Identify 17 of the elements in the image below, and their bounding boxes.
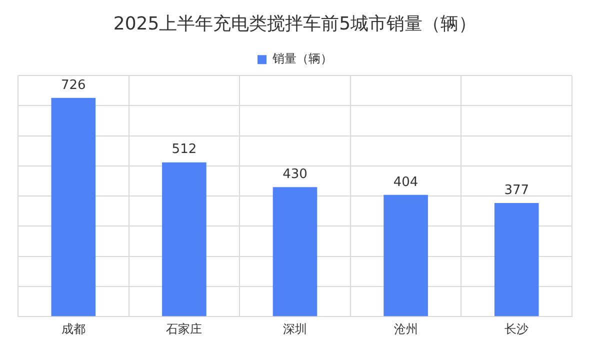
- data-label: 512: [172, 142, 197, 158]
- bar: [272, 187, 318, 316]
- x-tick-label: 沧州: [394, 322, 418, 336]
- bar: [384, 194, 428, 316]
- x-tick-label: 成都: [61, 322, 86, 336]
- data-label: 430: [282, 166, 308, 182]
- data-label: 726: [60, 78, 86, 93]
- bar: [51, 98, 96, 316]
- x-tick-label: 石家庄: [166, 322, 202, 336]
- bar: [162, 162, 206, 316]
- legend-label: 销量（辆）: [272, 52, 332, 66]
- data-label: 377: [504, 182, 530, 198]
- chart-title: 2025上半年充电类搅拌车前5城市销量（辆）: [113, 13, 477, 34]
- bar: [494, 203, 539, 316]
- x-tick-label: 长沙: [504, 322, 529, 336]
- x-tick-label: 深圳: [283, 322, 307, 336]
- data-label: 404: [393, 174, 418, 190]
